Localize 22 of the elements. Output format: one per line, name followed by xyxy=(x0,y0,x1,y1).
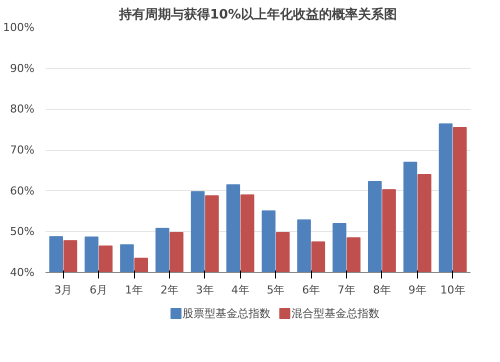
y-tick-label: 70% xyxy=(10,144,35,156)
x-tick-label: 3月 xyxy=(54,284,72,296)
y-tick-label: 40% xyxy=(10,266,35,279)
y-tick-label: 80% xyxy=(10,102,35,116)
x-tick-label: 2年 xyxy=(160,284,178,296)
x-tick-label: 9年 xyxy=(408,284,426,296)
x-tick-label: 7年 xyxy=(338,284,356,296)
x-tick-label: 4年 xyxy=(231,284,250,296)
x-tick-label: 3年 xyxy=(196,284,214,296)
x-tick-label: 5年 xyxy=(266,284,285,296)
legend-label: 股票型基金总指数 xyxy=(182,307,271,320)
y-tick-label: 90% xyxy=(10,62,35,75)
x-tick-label: 8年 xyxy=(372,284,391,296)
x-tick-label: 10年 xyxy=(440,284,466,296)
chart-title: 持有周期与获得10%以上年化收益的概率关系图 xyxy=(118,6,398,22)
x-tick-label: 6年 xyxy=(302,284,320,296)
x-tick-label: 1年 xyxy=(125,284,144,296)
y-tick-label: 50% xyxy=(10,225,35,238)
legend-label: 混合型基金总指数 xyxy=(291,307,380,320)
y-tick-label: 60% xyxy=(10,184,35,198)
y-tick-label: 100% xyxy=(3,21,35,34)
x-tick-label: 6月 xyxy=(90,284,108,296)
